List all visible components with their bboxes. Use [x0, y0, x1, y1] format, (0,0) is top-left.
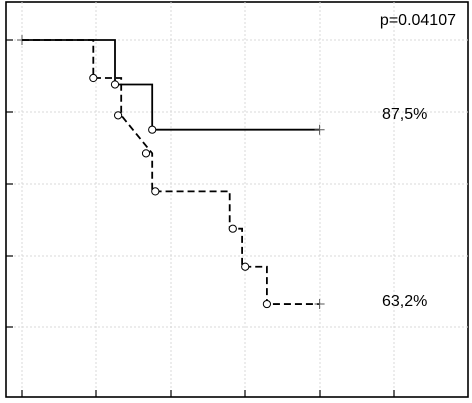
series-line-dashed: [22, 39, 320, 305]
series-line-solid: [22, 39, 320, 131]
series-dashed: [22, 39, 325, 310]
axis-ticks: [6, 39, 395, 397]
event-marker: [262, 299, 271, 309]
censor-marker: [314, 124, 325, 135]
solid-end-label: 87,5%: [382, 106, 427, 123]
event-marker: [114, 111, 123, 120]
event-marker: [228, 224, 237, 233]
event-marker: [151, 187, 160, 196]
series-group: [17, 35, 325, 310]
dashed-end-label: 63,2%: [382, 293, 427, 310]
event-marker: [148, 125, 157, 134]
event-marker: [89, 73, 98, 83]
event-marker: [141, 149, 151, 158]
censor-marker: [314, 299, 325, 310]
event-marker: [110, 80, 120, 89]
plot-frame: [5, 1, 469, 398]
p-value-label: p=0.04107: [380, 12, 456, 29]
event-marker: [241, 262, 250, 271]
